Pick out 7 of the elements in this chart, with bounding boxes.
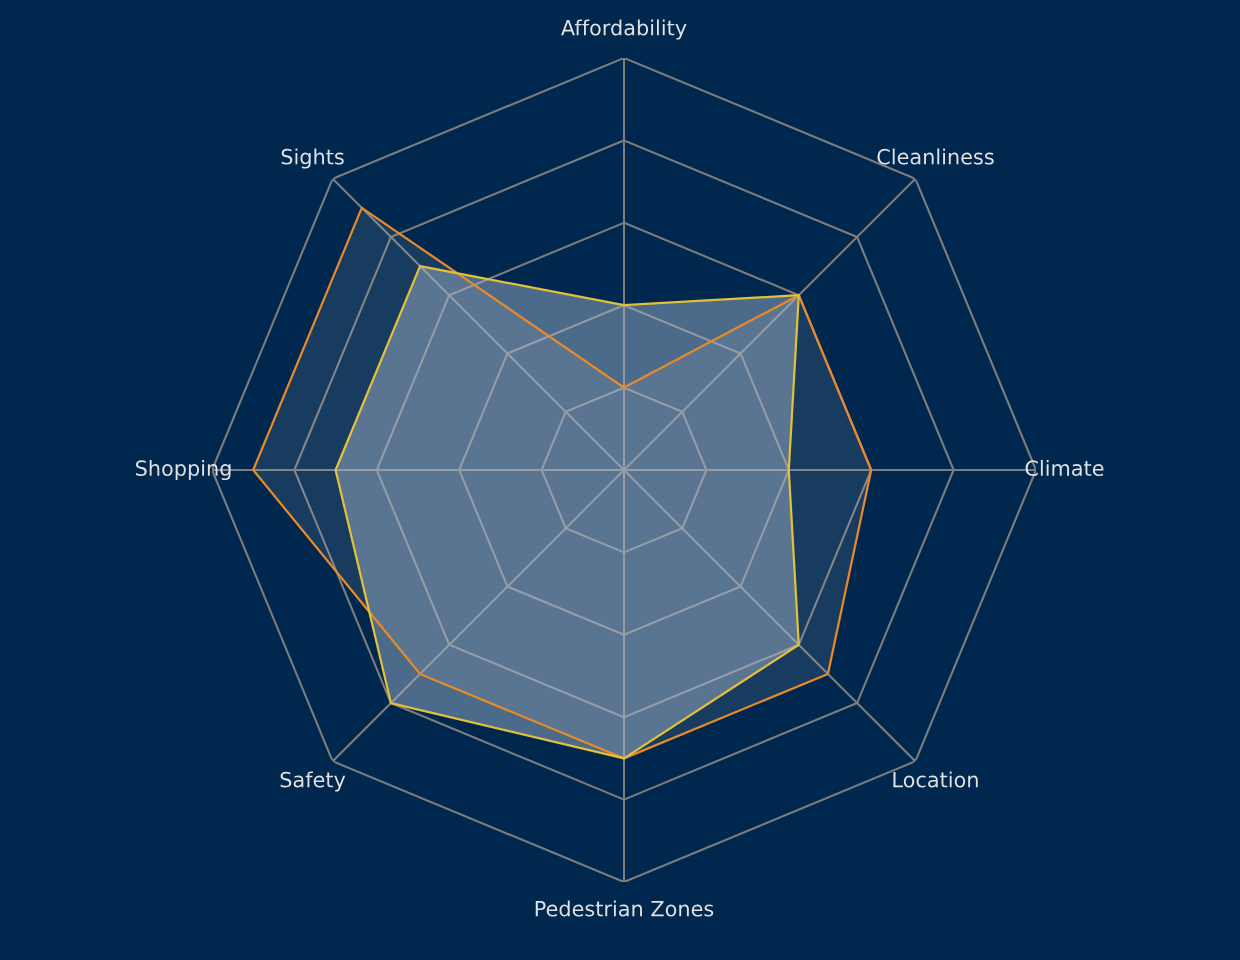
spoke-label: Affordability bbox=[561, 19, 687, 40]
spoke-label: Safety bbox=[280, 771, 346, 792]
spoke-label: Climate bbox=[1025, 459, 1104, 477]
spoke-label: Location bbox=[893, 771, 978, 788]
spoke-label: Pedestrian Zones bbox=[535, 900, 714, 917]
spoke-label: Sights bbox=[281, 148, 344, 169]
spoke-label: Cleanliness bbox=[877, 148, 994, 165]
